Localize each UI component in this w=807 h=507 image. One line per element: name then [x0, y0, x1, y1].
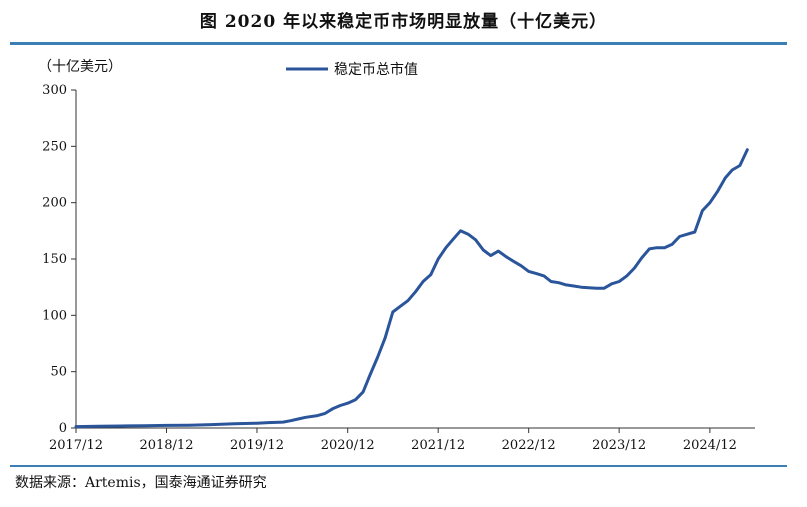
y-axis-unit-label: （十亿美元） — [38, 59, 122, 75]
y-axis-ticks: 0 50 100 150 200 250 300 — [42, 83, 76, 436]
chart-series — [74, 148, 749, 429]
top-divider — [10, 42, 787, 45]
x-tick-label: 2022/12 — [502, 438, 556, 453]
data-source-note: 数据来源：Artemis，国泰海通证券研究 — [15, 475, 267, 491]
legend-label: 稳定币总市值 — [334, 61, 418, 78]
x-tick-label: 2024/12 — [683, 438, 737, 453]
x-tick-label: 2021/12 — [411, 438, 465, 453]
bottom-divider — [10, 465, 787, 467]
y-tick-label: 200 — [42, 196, 67, 211]
y-tick-label: 100 — [42, 308, 67, 323]
series-line — [74, 148, 749, 429]
chart-axes — [75, 90, 755, 429]
x-tick-label: 2020/12 — [321, 438, 375, 453]
x-tick-label: 2023/12 — [592, 438, 646, 453]
y-tick-label: 50 — [50, 365, 67, 380]
chart-title: 图 2020 年以来稳定币市场明显放量（十亿美元） — [199, 12, 608, 32]
x-tick-label: 2019/12 — [230, 438, 284, 453]
chart-legend: 稳定币总市值 — [286, 61, 418, 78]
x-tick-label: 2018/12 — [139, 438, 193, 453]
x-axis-ticks: 2017/12 2018/12 2019/12 2020/12 2021/12 2022/… — [49, 428, 737, 453]
x-tick-label: 2017/12 — [49, 438, 103, 453]
y-tick-label: 0 — [59, 421, 67, 436]
y-tick-label: 150 — [42, 252, 67, 267]
y-tick-label: 300 — [42, 83, 67, 98]
y-tick-label: 250 — [42, 139, 67, 154]
